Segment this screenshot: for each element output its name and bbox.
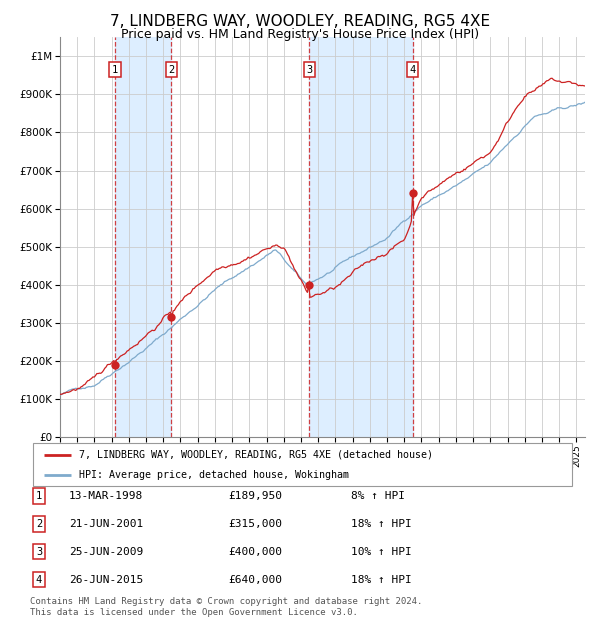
Text: 10% ↑ HPI: 10% ↑ HPI	[351, 547, 412, 557]
Text: 7, LINDBERG WAY, WOODLEY, READING, RG5 4XE: 7, LINDBERG WAY, WOODLEY, READING, RG5 4…	[110, 14, 490, 29]
Text: 21-JUN-2001: 21-JUN-2001	[69, 519, 143, 529]
Text: 18% ↑ HPI: 18% ↑ HPI	[351, 575, 412, 585]
Text: 26-JUN-2015: 26-JUN-2015	[69, 575, 143, 585]
Text: £400,000: £400,000	[228, 547, 282, 557]
Text: 4: 4	[36, 575, 42, 585]
Text: 2: 2	[168, 64, 175, 74]
Text: 1: 1	[112, 64, 118, 74]
Text: 4: 4	[409, 64, 416, 74]
Text: 3: 3	[36, 547, 42, 557]
Text: 18% ↑ HPI: 18% ↑ HPI	[351, 519, 412, 529]
Text: 7, LINDBERG WAY, WOODLEY, READING, RG5 4XE (detached house): 7, LINDBERG WAY, WOODLEY, READING, RG5 4…	[79, 450, 433, 459]
Text: £640,000: £640,000	[228, 575, 282, 585]
Text: £315,000: £315,000	[228, 519, 282, 529]
Text: 25-JUN-2009: 25-JUN-2009	[69, 547, 143, 557]
Text: HPI: Average price, detached house, Wokingham: HPI: Average price, detached house, Woki…	[79, 470, 349, 480]
Bar	[309, 37, 413, 437]
Text: 1: 1	[36, 491, 42, 501]
Text: 2: 2	[36, 519, 42, 529]
FancyBboxPatch shape	[33, 443, 572, 486]
Text: £189,950: £189,950	[228, 491, 282, 501]
Text: Price paid vs. HM Land Registry's House Price Index (HPI): Price paid vs. HM Land Registry's House …	[121, 28, 479, 41]
Text: 8% ↑ HPI: 8% ↑ HPI	[351, 491, 405, 501]
Bar	[115, 37, 172, 437]
Text: Contains HM Land Registry data © Crown copyright and database right 2024.
This d: Contains HM Land Registry data © Crown c…	[30, 598, 422, 617]
Text: 13-MAR-1998: 13-MAR-1998	[69, 491, 143, 501]
Text: 3: 3	[306, 64, 313, 74]
